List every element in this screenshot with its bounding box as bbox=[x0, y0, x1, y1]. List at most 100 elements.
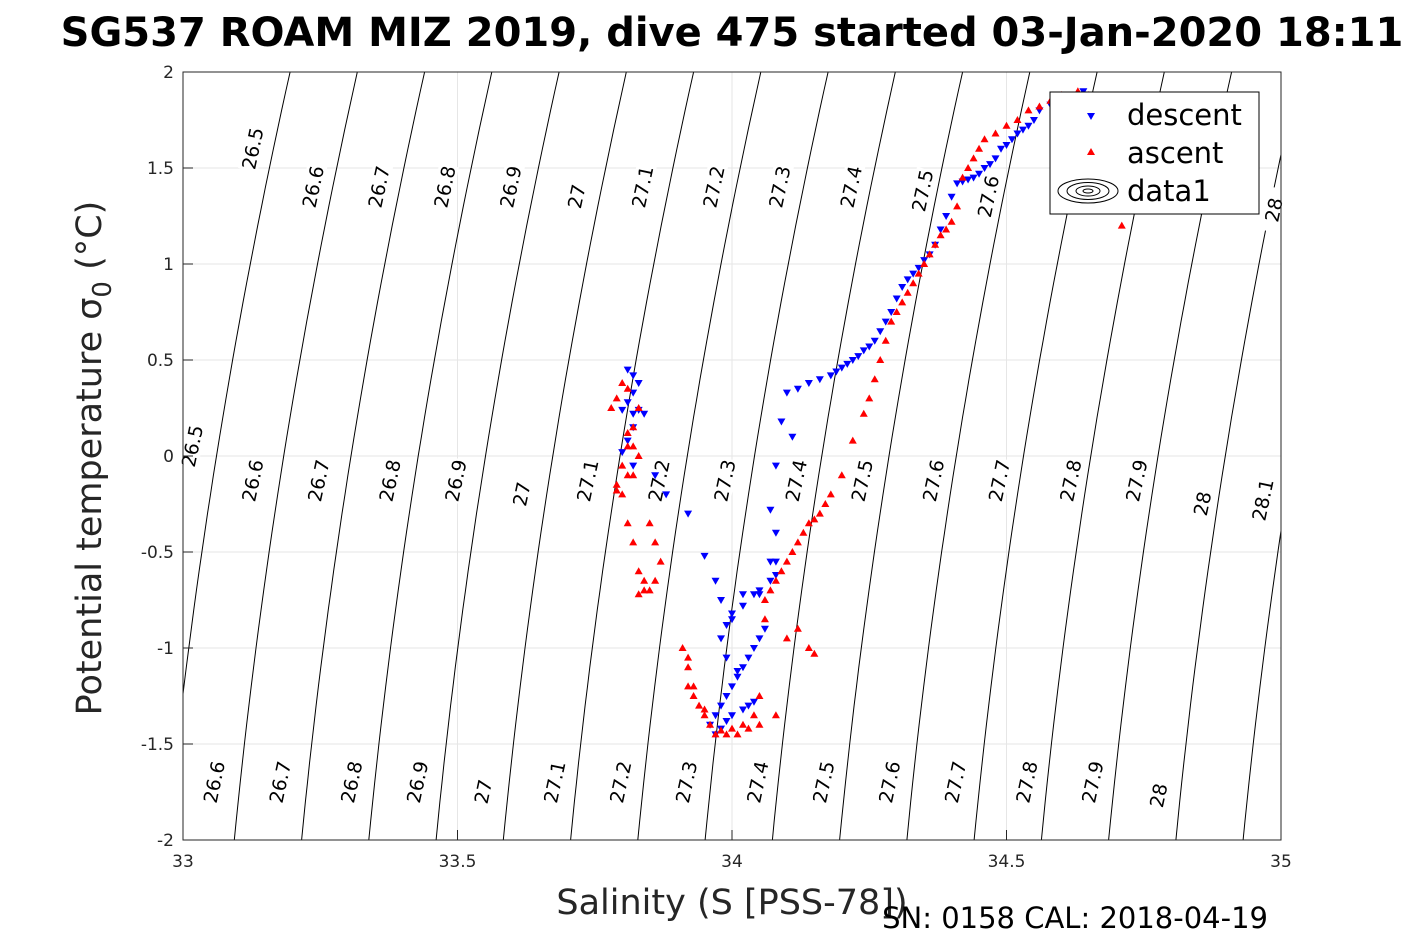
ascent-point bbox=[859, 409, 868, 417]
ascent-point bbox=[711, 730, 720, 738]
ascent-point bbox=[920, 260, 929, 267]
descent-point bbox=[728, 616, 736, 624]
descent-point bbox=[623, 366, 632, 374]
ascent-point bbox=[914, 269, 923, 277]
descent-point bbox=[997, 145, 1006, 153]
contour-label-bg bbox=[874, 758, 904, 806]
contour-label-group: 27.3 bbox=[671, 758, 702, 806]
y-tick-label: 1.5 bbox=[147, 159, 174, 179]
contour-label-group: 26.9 bbox=[441, 456, 472, 505]
descent-point bbox=[859, 347, 868, 355]
contour-label-bg bbox=[1187, 479, 1217, 528]
descent-point bbox=[876, 328, 885, 336]
descent-point bbox=[947, 193, 956, 201]
descent-point bbox=[843, 360, 852, 368]
descent-point bbox=[738, 706, 747, 714]
ascent-point bbox=[755, 720, 764, 728]
descent-point bbox=[749, 591, 758, 599]
descent-point bbox=[634, 380, 643, 388]
density-contour-line bbox=[233, 72, 358, 840]
ascent-point bbox=[892, 308, 901, 315]
ascent-point bbox=[623, 428, 632, 436]
density-contour-line bbox=[771, 72, 896, 840]
chart-title: SG537 ROAM MIZ 2019, dive 475 started 03… bbox=[61, 10, 1404, 56]
ascent-point bbox=[651, 538, 660, 546]
descent-point bbox=[744, 702, 753, 710]
descent-point bbox=[618, 406, 627, 414]
contour-label-bg bbox=[336, 758, 366, 806]
descent-point bbox=[629, 410, 638, 418]
ascent-point bbox=[738, 720, 747, 728]
descent-point bbox=[986, 161, 995, 169]
descent-point bbox=[684, 510, 693, 518]
descent-point bbox=[651, 472, 660, 480]
ascent-point bbox=[623, 471, 632, 479]
contour-label-bg bbox=[1143, 771, 1173, 819]
ascent-point bbox=[629, 471, 638, 479]
descent-point bbox=[717, 635, 726, 643]
y-tick-label: -2 bbox=[157, 831, 174, 851]
descent-point bbox=[991, 155, 1000, 163]
ascent-point bbox=[623, 442, 632, 450]
descent-point bbox=[782, 389, 791, 397]
density-contour-line bbox=[301, 72, 426, 840]
contour-label-bg bbox=[468, 767, 498, 816]
descent-point bbox=[826, 372, 835, 380]
contour-label-bg bbox=[781, 456, 811, 505]
ascent-point bbox=[634, 452, 643, 459]
ascent-point bbox=[755, 692, 764, 699]
descent-point bbox=[749, 698, 758, 706]
descent-point bbox=[738, 591, 747, 599]
contour-label-bg bbox=[1077, 758, 1107, 806]
descent-point bbox=[728, 712, 736, 720]
contour-label-bg bbox=[375, 456, 404, 505]
contour-label-group: 28 bbox=[1143, 771, 1173, 819]
ascent-point bbox=[612, 486, 621, 494]
contour-label-bg bbox=[238, 456, 267, 505]
descent-point bbox=[837, 364, 846, 372]
descent-point bbox=[771, 529, 780, 537]
ascent-point bbox=[684, 653, 693, 661]
descent-point bbox=[1024, 122, 1033, 130]
ascent-point bbox=[623, 384, 632, 392]
ascent-point bbox=[969, 154, 978, 162]
ascent-point bbox=[799, 528, 808, 536]
y-tick-label: -0.5 bbox=[141, 543, 174, 563]
descent-point bbox=[1013, 130, 1022, 138]
contour-label: 27 bbox=[509, 480, 536, 508]
ascent-point bbox=[722, 730, 731, 738]
ascent-point bbox=[612, 480, 621, 488]
contour-label-group: 28 bbox=[1187, 479, 1217, 528]
ascent-point bbox=[689, 692, 698, 699]
contour-label-bg bbox=[973, 172, 1003, 220]
descent-point bbox=[788, 433, 797, 441]
descent-point bbox=[728, 610, 736, 618]
contour-label-bg bbox=[918, 456, 948, 505]
x-tick-label: 35 bbox=[1270, 852, 1292, 872]
x-tick-label: 33 bbox=[172, 852, 194, 872]
ascent-point bbox=[1035, 102, 1044, 110]
ascent-point bbox=[804, 644, 813, 651]
density-contour-line bbox=[183, 72, 291, 699]
contour-label-bg bbox=[507, 470, 536, 518]
ascent-point bbox=[744, 724, 753, 732]
contour-label-bg bbox=[808, 758, 838, 806]
legend-contour-icon bbox=[1057, 178, 1119, 204]
descent-point bbox=[771, 462, 780, 470]
descent-point bbox=[738, 602, 747, 610]
ascent-point bbox=[700, 705, 709, 713]
contour-label-bg bbox=[199, 758, 229, 806]
descent-point bbox=[717, 702, 726, 710]
x-tick-label: 34 bbox=[721, 852, 743, 872]
ascent-point bbox=[947, 217, 956, 225]
descent-point bbox=[733, 673, 742, 681]
descent-point bbox=[854, 353, 863, 361]
ascent-point bbox=[728, 724, 736, 732]
y-axis-label-unit: (°C) bbox=[70, 201, 110, 281]
descent-point bbox=[623, 399, 632, 407]
ascent-point bbox=[634, 567, 643, 575]
ascent-point bbox=[640, 576, 649, 584]
contour-label-group: 27.8 bbox=[1012, 758, 1043, 806]
descent-point bbox=[804, 380, 813, 388]
contour-label-bg bbox=[298, 163, 328, 211]
